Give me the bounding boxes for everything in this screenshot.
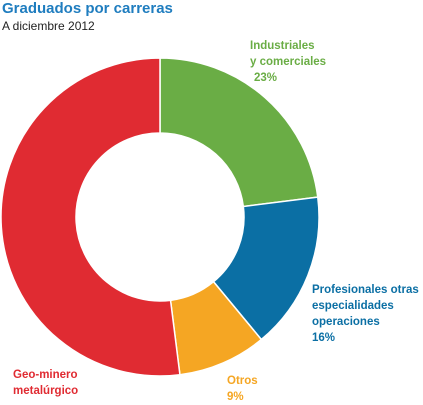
label-profesionales-line-2: especialidades — [312, 300, 394, 312]
label-otros-line-1: Otros — [227, 375, 258, 387]
label-geo-minero-line-2: metalúrgico — [13, 385, 79, 397]
label-industriales-line-2: y comerciales — [250, 56, 327, 68]
label-profesionales-line-3: operaciones — [312, 316, 380, 328]
label-otros-value: 9% — [227, 391, 244, 403]
slice-geo-minero — [0, 57, 181, 377]
label-profesionales-line-1: Profesionales otras — [312, 284, 419, 296]
slice-industriales — [159, 57, 319, 208]
label-otros: Otros 9% — [227, 373, 258, 405]
label-profesionales: Profesionales otras especialidades opera… — [312, 282, 419, 346]
chart-subtitle: A diciembre 2012 — [2, 19, 95, 33]
label-industriales-line-1: Industriales — [250, 40, 315, 52]
label-geo-minero: Geo-minero metalúrgico — [13, 367, 78, 399]
label-industriales-value: 23% — [254, 72, 278, 84]
label-industriales: Industriales y comerciales 23% — [250, 38, 326, 86]
label-geo-minero-line-1: Geo-minero — [13, 369, 78, 381]
label-profesionales-value: 16% — [312, 332, 336, 344]
chart-title: Graduados por carreras — [2, 0, 173, 17]
